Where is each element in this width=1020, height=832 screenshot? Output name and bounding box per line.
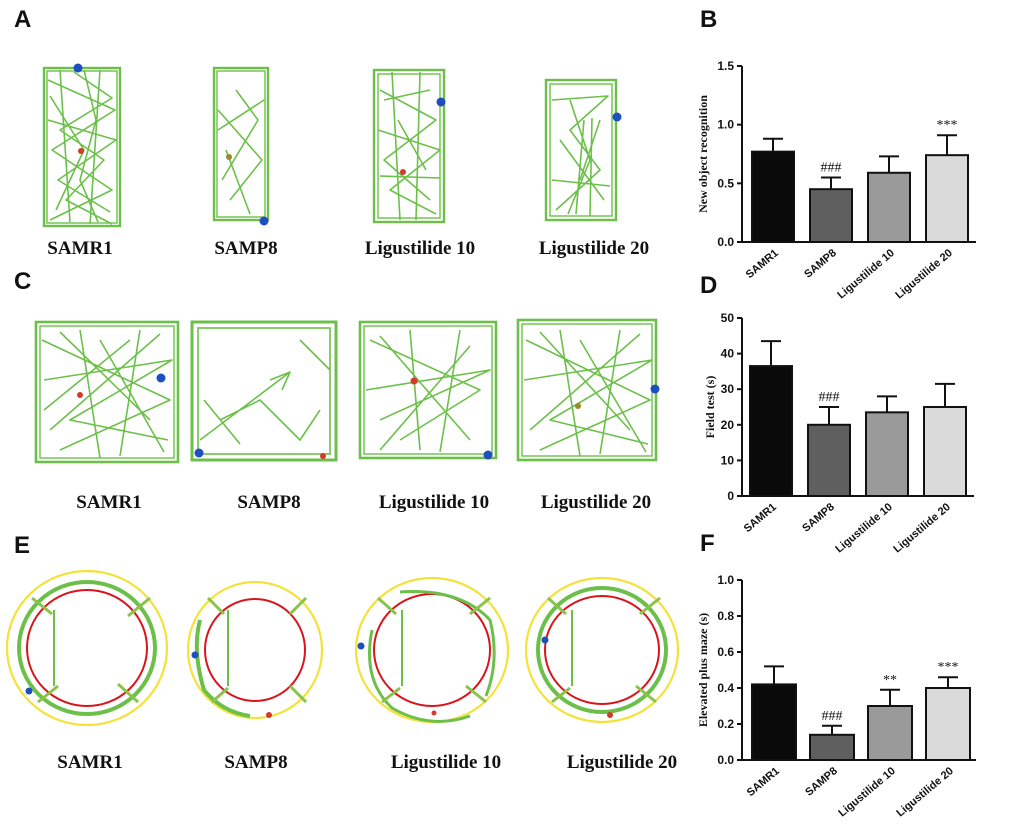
bar-samr1 xyxy=(751,150,795,243)
panel-letter-f: F xyxy=(700,530,715,557)
bar-samp8 xyxy=(809,188,853,243)
bar-ligustilide-10 xyxy=(867,171,911,243)
y-tick-label: 0 xyxy=(727,489,734,503)
bar-ligustilide-20 xyxy=(925,687,971,761)
track-a-samp8 xyxy=(212,66,270,226)
category-label: SAMR1 xyxy=(745,765,782,799)
track-label-e-ligustilide-10: Ligustilide 10 xyxy=(390,752,502,773)
panel-letter-b: B xyxy=(700,6,718,33)
bar-ligustilide-10 xyxy=(867,705,913,761)
y-tick-label: 1.0 xyxy=(717,118,734,132)
bar-samr1 xyxy=(749,365,793,497)
track-label-c-ligustilide-20: Ligustilide 20 xyxy=(540,492,652,513)
maze-e-ligustilide-20 xyxy=(524,576,680,724)
y-tick-label: 30 xyxy=(721,382,735,396)
track-c-samp8 xyxy=(190,320,338,462)
y-tick-label: 1.5 xyxy=(717,59,734,73)
y-axis-title: Field test (s) xyxy=(703,376,717,439)
track-label-c-samp8: SAMP8 xyxy=(237,492,301,513)
bar-samp8 xyxy=(807,423,851,497)
significance-label: ** xyxy=(883,673,897,688)
bar-samr1 xyxy=(751,683,797,762)
maze-e-samp8 xyxy=(186,580,324,720)
y-tick-label: 0.5 xyxy=(717,176,734,190)
panel-letter-a: A xyxy=(14,6,32,33)
track-a-ligustilide-10 xyxy=(372,68,446,224)
track-label-a-samr1: SAMR1 xyxy=(47,238,113,259)
track-label-a-samp8: SAMP8 xyxy=(214,238,278,259)
bar-ligustilide-10 xyxy=(865,411,909,497)
y-axis-title: New object recognition xyxy=(696,95,710,213)
panel-letter-e: E xyxy=(14,532,31,559)
y-tick-label: 50 xyxy=(721,311,735,325)
track-label-c-ligustilide-10: Ligustilide 10 xyxy=(378,492,490,513)
track-label-a-ligustilide-20: Ligustilide 20 xyxy=(538,238,650,259)
track-label-e-samp8: SAMP8 xyxy=(224,752,288,773)
category-label: SAMP8 xyxy=(803,765,840,799)
significance-label: ### xyxy=(819,390,840,405)
significance-label: *** xyxy=(938,660,959,675)
track-c-ligustilide-10 xyxy=(358,320,498,460)
y-tick-label: 40 xyxy=(721,347,735,361)
y-tick-label: 0.2 xyxy=(717,717,734,731)
y-tick-label: 0.4 xyxy=(717,681,734,695)
category-label: Ligustilide 20 xyxy=(894,765,956,819)
maze-e-ligustilide-10 xyxy=(354,576,510,724)
y-axis-title: Elevated plus maze (s) xyxy=(696,613,710,727)
significance-label: ### xyxy=(821,160,842,175)
track-label-e-samr1: SAMR1 xyxy=(57,752,123,773)
y-tick-label: 0.0 xyxy=(717,753,734,767)
bar-samp8 xyxy=(809,733,855,761)
y-tick-label: 0.8 xyxy=(717,609,734,623)
track-c-ligustilide-20 xyxy=(516,318,660,462)
significance-label: ### xyxy=(822,709,843,724)
bar-ligustilide-20 xyxy=(923,406,967,497)
track-label-c-samr1: SAMR1 xyxy=(76,492,142,513)
track-a-samr1 xyxy=(42,63,122,228)
y-tick-label: 0.0 xyxy=(717,235,734,249)
y-tick-label: 20 xyxy=(721,418,735,432)
bar-ligustilide-20 xyxy=(925,154,969,244)
y-tick-label: 0.6 xyxy=(717,645,734,659)
track-a-ligustilide-20 xyxy=(544,78,622,222)
y-tick-label: 1.0 xyxy=(717,573,734,587)
panel-letter-c: C xyxy=(14,268,32,295)
track-label-a-ligustilide-10: Ligustilide 10 xyxy=(364,238,476,259)
track-label-e-ligustilide-20: Ligustilide 20 xyxy=(566,752,678,773)
track-c-samr1 xyxy=(34,320,180,464)
panel-letter-d: D xyxy=(700,272,718,299)
maze-e-samr1 xyxy=(5,569,169,727)
significance-label: *** xyxy=(937,118,958,133)
y-tick-label: 10 xyxy=(721,453,735,467)
category-label: Ligustilide 10 xyxy=(836,765,898,819)
